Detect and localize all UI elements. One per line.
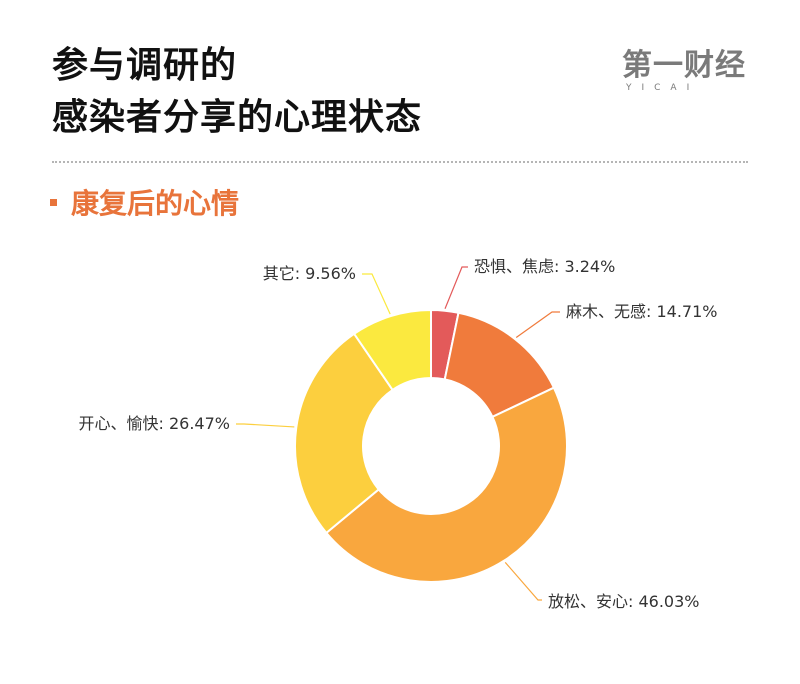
slice-label: 其它: 9.56%: [263, 264, 356, 283]
slice-label: 恐惧、焦虑: 3.24%: [474, 257, 615, 276]
section-title: 康复后的心情: [71, 187, 240, 220]
leader-line: [444, 266, 468, 309]
donut-slice: [324, 386, 568, 583]
leader-line: [362, 273, 391, 315]
title-divider: [52, 161, 748, 163]
section-marker-icon: [50, 198, 57, 206]
logo-sub-text: YICAI: [626, 83, 700, 93]
section-heading: 康复后的心情: [50, 184, 239, 224]
donut-slice: [294, 332, 394, 535]
page-title: 参与调研的 感染者分享的心理状态: [52, 40, 422, 144]
slice-label: 放松、安心: 46.03%: [548, 592, 700, 611]
leader-line: [515, 311, 560, 338]
leader-line: [504, 561, 542, 601]
yicai-logo: 第一财经 YICAI: [622, 50, 752, 100]
title-line-1: 参与调研的: [52, 45, 238, 86]
slice-label: 开心、愉快: 26.47%: [79, 414, 231, 433]
leader-line: [236, 423, 295, 428]
logo-main-text: 第一财经: [622, 48, 746, 83]
donut-slice: [352, 308, 432, 392]
title-line-2: 感染者分享的心理状态: [52, 97, 423, 138]
slice-label: 麻木、无感: 14.71%: [566, 302, 718, 321]
